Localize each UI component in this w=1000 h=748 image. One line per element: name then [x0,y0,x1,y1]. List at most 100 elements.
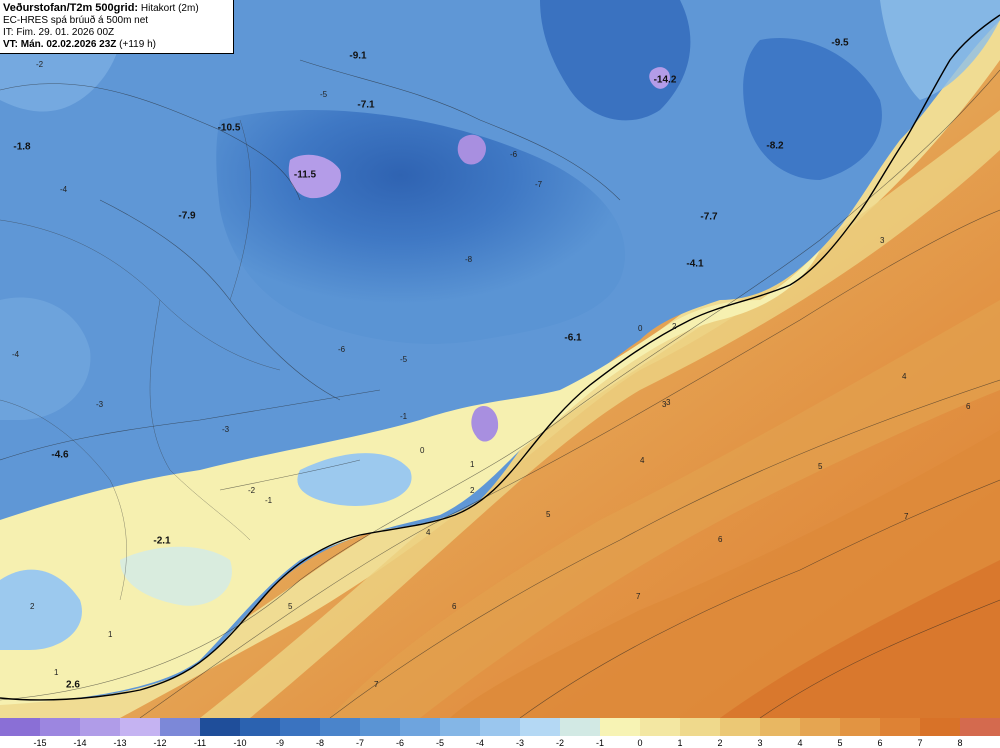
legend-swatch [800,718,840,736]
sea-band [330,300,1000,718]
legend-swatch [880,718,920,736]
temp-value: -2.1 [153,535,171,547]
map-title-bold: Veðurstofan/T2m 500grid: [3,2,139,14]
contour-label: -4 [12,350,20,359]
contour-label: 0 [420,446,425,455]
contour-label: 7 [374,680,379,689]
legend-swatch [960,718,1000,736]
temp-value: -14.2 [653,74,677,86]
contour-label: -4 [60,185,68,194]
cold-highland [743,38,882,180]
legend-tick-label: -12 [153,738,167,748]
legend-swatch [920,718,960,736]
legend-tick-label: 4 [797,738,803,748]
legend-swatch [0,718,40,736]
glacier-icecap [471,406,499,442]
legend-swatch [680,718,720,736]
contour-label-layer: -2 -4 -5 -6 -7 -8 -5 -6 -3 -2 -1 0 1 2 3… [12,60,970,689]
contour-label: 7 [904,512,909,521]
temp-value: -10.5 [217,122,241,134]
legend-tick-label: -13 [113,738,127,748]
map-title: Veðurstofan/T2m 500grid: Hitakort (2m) [3,2,230,15]
contour-label: -1 [400,412,408,421]
legend-swatch [360,718,400,736]
contour-label: 5 [818,462,823,471]
legend-tick-label: 6 [877,738,883,748]
temp-value: -7.7 [700,211,718,223]
contour-label: 3 [666,398,671,407]
lowland-area [120,546,232,606]
info-box: Veðurstofan/T2m 500grid: Hitakort (2m) E… [0,0,234,54]
contour-label: 4 [426,528,431,537]
legend-tick-label: 1 [677,738,683,748]
legend-swatch [240,718,280,736]
temp-value: -9.5 [831,37,849,49]
contour-label: 4 [902,372,907,381]
contour-label: -6 [338,345,346,354]
glacier-icecap [457,134,486,165]
contour-label: 7 [636,592,641,601]
contour-label: 0 [638,324,643,333]
legend-tick-label: 0 [637,738,643,748]
lowland-area [297,453,412,506]
legend-tick-label: 5 [837,738,843,748]
contour-label: 6 [718,535,723,544]
legend-tick-label: -8 [315,738,325,748]
legend-swatch [840,718,880,736]
legend-tick-label: -5 [435,738,445,748]
contour-label: -2 [248,486,256,495]
contour-label: 2 [470,486,475,495]
contour-label: -5 [400,355,408,364]
cold-highland [540,0,691,121]
contour-label: 3 [880,236,885,245]
color-legend: -15 -14 -13 -12 -11 -10 -9 -8 -7 -6 -5 -4 -3 -2 -1 0 1 2 3… [0,718,1000,748]
contour-label: -1 [265,496,273,505]
legend-swatch [720,718,760,736]
contour-label: 3 [662,400,667,409]
contour-label: -3 [222,425,230,434]
temperature-map [0,0,1000,718]
legend-tick-label: -7 [355,738,365,748]
legend-swatch [400,718,440,736]
glacier-icecap [288,154,341,199]
legend-swatch [640,718,680,736]
highland-patch [0,297,91,420]
legend-tick-label: -6 [395,738,405,748]
contour-label: -3 [96,400,104,409]
sea-band [720,560,1000,718]
legend-tick-label: -11 [193,738,207,748]
legend-swatch [480,718,520,736]
legend-swatch [80,718,120,736]
valid-time-bold: VT: Mán. 02.02.2026 23Z [3,39,117,50]
valid-time: VT: Mán. 02.02.2026 23Z (+119 h) [3,39,230,51]
legend-swatch [600,718,640,736]
legend-swatch [760,718,800,736]
contour-label: 5 [546,510,551,519]
map-title-rest: Hitakort (2m) [138,3,199,14]
legend-tick-label: -9 [275,738,285,748]
contour-label: 1 [108,630,113,639]
temp-value: -7.9 [178,210,196,222]
glacier-icecap [649,67,670,89]
legend-swatch [440,718,480,736]
contour-label: 2 [672,322,677,331]
contour-label: 1 [470,460,475,469]
legend-tick-label: -4 [475,738,485,748]
highland-patch [880,0,1000,100]
temp-value: 2.6 [66,679,80,691]
model-line: EC-HRES spá brúuð á 500m net [3,15,149,26]
legend-tick-label: 2 [717,738,723,748]
legend-swatch [200,718,240,736]
contour-label: -2 [36,60,44,69]
temp-value: -9.1 [349,50,367,62]
legend-tick-label: -3 [515,738,525,748]
contour-label: -7 [535,180,543,189]
temp-value: -1.8 [13,141,31,153]
temp-value: -11.5 [293,169,317,181]
temp-value: -4.6 [51,449,69,461]
legend-swatch [320,718,360,736]
contour-label: 2 [30,602,35,611]
boundary-lines [0,119,281,601]
legend-tick-label: 7 [917,738,923,748]
